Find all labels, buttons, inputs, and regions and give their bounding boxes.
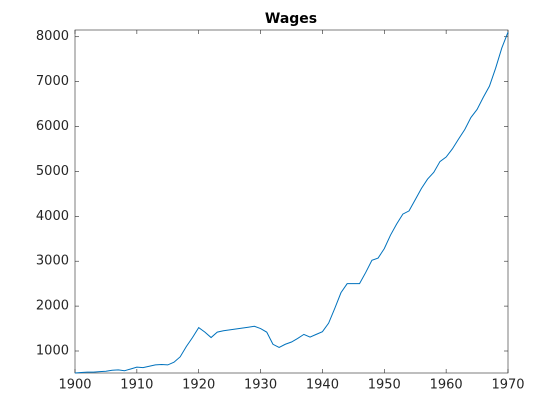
chart-title: Wages [265, 11, 317, 27]
y-tick-label: 7000 [36, 74, 69, 89]
y-tick-label: 1000 [36, 344, 69, 359]
data-line [74, 32, 509, 374]
x-tick-label: 1960 [430, 378, 463, 393]
x-tick-label: 1910 [120, 378, 153, 393]
x-tick-label: 1940 [306, 378, 339, 393]
x-tick-label: 1970 [491, 378, 524, 393]
x-tick-label: 1950 [368, 378, 401, 393]
y-tick-label: 5000 [36, 164, 69, 179]
y-tick-label: 6000 [36, 119, 69, 134]
y-tick-label: 4000 [36, 209, 69, 224]
y-tick-label: 2000 [36, 299, 69, 314]
x-tick-label: 1920 [182, 378, 215, 393]
plot-area [74, 29, 509, 374]
x-tick-label: 1900 [58, 378, 91, 393]
y-tick-label: 3000 [36, 254, 69, 269]
y-tick-label: 8000 [36, 29, 69, 44]
x-tick-label: 1930 [244, 378, 277, 393]
